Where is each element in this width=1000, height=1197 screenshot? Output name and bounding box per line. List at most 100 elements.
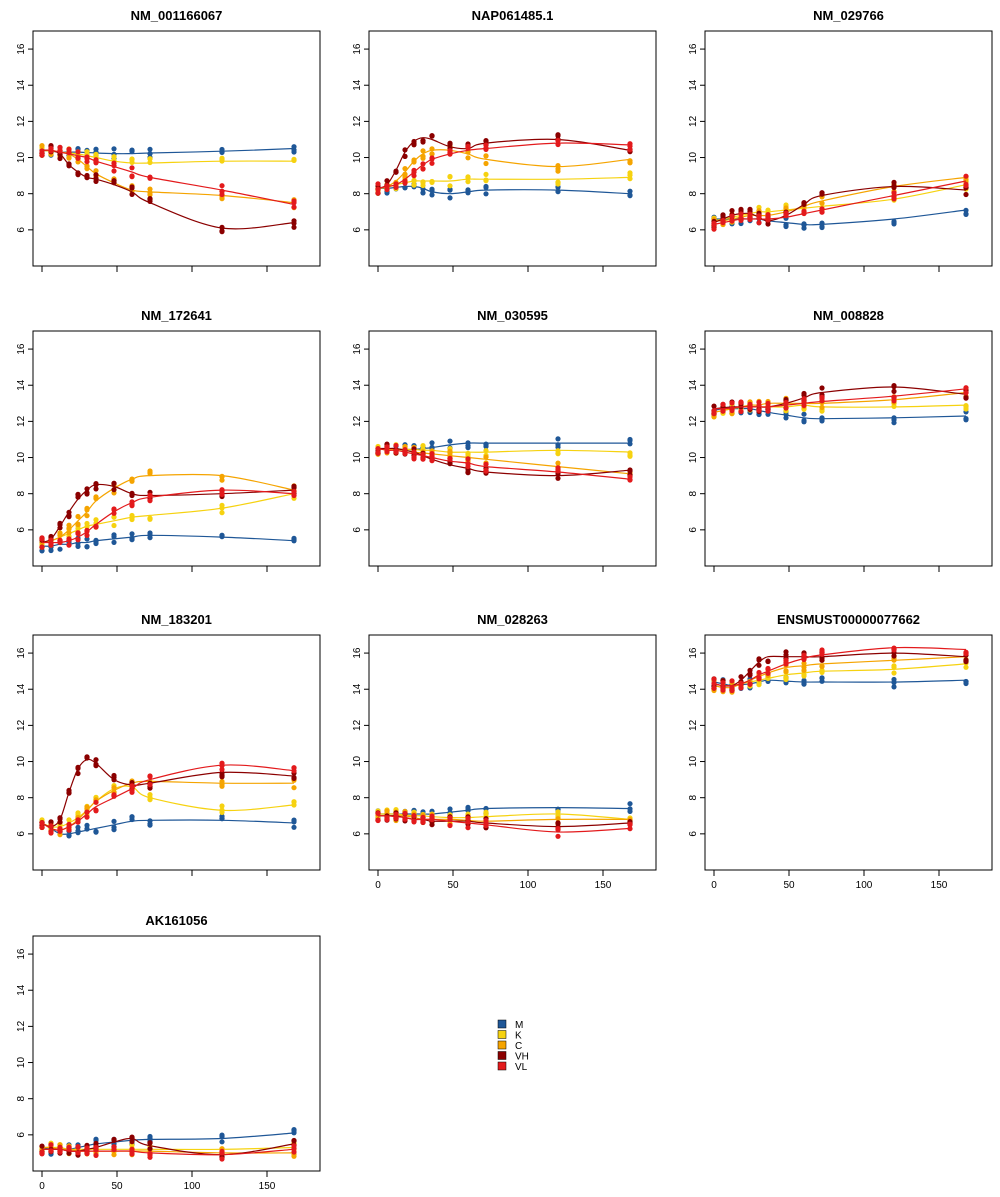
data-point: [555, 833, 561, 839]
data-point: [801, 652, 807, 658]
legend-swatch: [497, 1019, 507, 1029]
data-point: [783, 415, 789, 421]
data-point: [48, 828, 54, 835]
data-point: [465, 825, 471, 831]
series-line-vl: [377, 142, 631, 189]
series-line-vl: [41, 764, 295, 831]
y-tick-label: 10: [688, 152, 699, 164]
data-point: [291, 1137, 297, 1144]
data-point: [783, 205, 789, 211]
data-point: [75, 149, 81, 155]
data-point: [429, 822, 435, 828]
panel-title: NM_172641: [141, 308, 212, 323]
data-point: [66, 514, 72, 520]
data-point: [84, 491, 90, 497]
series-line-vl: [713, 180, 967, 225]
y-tick-label: 16: [16, 948, 27, 960]
y-tick-label: 14: [16, 683, 27, 695]
plot-frame: [368, 634, 657, 871]
data-point: [891, 218, 897, 225]
data-point: [783, 399, 789, 406]
panel-ensmust00000077662: ENSMUST00000077662 6 8 10 12 14 16 0 50 100 150: [688, 612, 993, 891]
y-tick-label: 8: [352, 190, 363, 196]
data-point: [129, 783, 135, 789]
data-point: [783, 649, 789, 655]
data-point: [891, 663, 897, 669]
data-point: [219, 813, 225, 819]
data-point: [66, 817, 72, 823]
series-vl: [375, 810, 633, 839]
data-point: [111, 514, 117, 520]
y-tick-label: 16: [688, 343, 699, 355]
data-point: [75, 537, 81, 543]
y-tick-label: 6: [16, 527, 27, 533]
data-point: [483, 809, 489, 815]
data-point: [819, 669, 825, 675]
data-point: [39, 1149, 45, 1155]
y-tick-label: 16: [16, 343, 27, 355]
series-vl: [711, 385, 969, 417]
data-point: [555, 132, 561, 138]
data-point: [111, 534, 117, 540]
data-point: [783, 657, 789, 663]
y-tick-label: 6: [688, 527, 699, 533]
data-point: [465, 174, 471, 180]
data-point: [963, 182, 969, 189]
data-point: [765, 212, 771, 218]
data-point: [483, 171, 489, 177]
data-point: [93, 146, 99, 152]
legend-label: K: [515, 1031, 522, 1042]
data-point: [429, 151, 435, 157]
y-tick-label: 14: [688, 683, 699, 695]
data-point: [447, 183, 453, 189]
data-point: [375, 810, 381, 816]
data-point: [483, 454, 489, 460]
panel-ak161056: AK161056 6 8 10 12 14 16 0 50 100 150: [16, 913, 321, 1192]
data-point: [747, 681, 753, 687]
legend-item-m: M: [497, 1019, 523, 1031]
data-point: [384, 186, 390, 193]
x-tick-label: 50: [783, 880, 795, 891]
data-point: [375, 181, 381, 187]
data-point: [738, 215, 744, 221]
data-point: [219, 149, 225, 155]
data-point: [765, 658, 771, 665]
data-point: [483, 183, 489, 190]
series-vl: [39, 487, 297, 550]
y-tick-label: 14: [16, 984, 27, 996]
y-tick-label: 8: [352, 490, 363, 496]
data-point: [147, 773, 153, 779]
data-point: [147, 156, 153, 162]
data-point: [819, 678, 825, 684]
panel-title: NM_008828: [813, 308, 884, 323]
series-vl: [711, 645, 969, 694]
data-point: [219, 490, 225, 496]
data-point: [393, 442, 399, 449]
data-point: [627, 172, 633, 178]
data-point: [291, 817, 297, 823]
data-point: [291, 204, 297, 210]
data-point: [48, 819, 54, 825]
data-point: [375, 190, 381, 196]
y-tick-label: 10: [16, 452, 27, 464]
y-tick-label: 8: [688, 190, 699, 196]
x-tick-label: 150: [931, 880, 948, 891]
data-point: [963, 395, 969, 401]
data-point: [84, 532, 90, 539]
data-point: [93, 168, 99, 174]
x-tick-label: 50: [447, 880, 459, 891]
data-point: [801, 660, 807, 666]
panel-title: NM_183201: [141, 612, 212, 627]
y-tick-label: 16: [16, 647, 27, 659]
data-point: [111, 539, 117, 546]
legend-item-k: K: [497, 1030, 522, 1042]
data-point: [429, 186, 435, 192]
data-point: [84, 1151, 90, 1157]
data-point: [729, 208, 735, 214]
data-point: [93, 807, 99, 813]
y-tick-label: 10: [16, 152, 27, 164]
y-tick-label: 16: [352, 343, 363, 355]
data-point: [627, 441, 633, 447]
y-tick-label: 8: [352, 794, 363, 800]
